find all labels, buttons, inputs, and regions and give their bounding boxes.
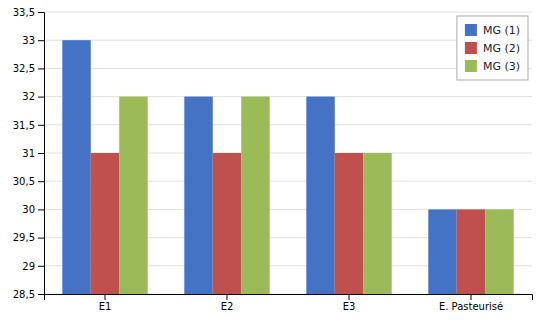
y-tick: 31 (22, 148, 44, 159)
x-tick-label: E1 (99, 301, 112, 312)
legend: MG (1) MG (2) MG (3) (457, 16, 528, 80)
bar (91, 153, 119, 294)
y-tick-mark (38, 238, 44, 239)
y-tick-mark (38, 40, 44, 41)
y-tick: 33 (22, 35, 44, 46)
y-tick-mark (38, 181, 44, 182)
x-tick: E3 (343, 294, 356, 312)
bar (184, 97, 212, 294)
y-tick-mark (38, 209, 44, 210)
y-tick: 28,5 (13, 289, 44, 300)
y-tick-label: 30 (22, 204, 35, 215)
y-tick-label: 32,5 (13, 63, 35, 74)
y-axis: 28,5 29 29,5 30 30,5 31 31,5 32 32,5 33 33,5 (13, 7, 45, 300)
legend-label: MG (1) (483, 24, 520, 37)
x-tick-mark (471, 294, 472, 300)
y-tick-mark (38, 12, 44, 13)
grid (44, 12, 532, 294)
y-tick: 30 (22, 204, 44, 215)
y-tick-mark (38, 125, 44, 126)
y-tick-label: 28,5 (13, 289, 35, 300)
y-tick-label: 29 (22, 261, 35, 272)
y-tick-label: 29,5 (13, 232, 35, 243)
y-tick: 31,5 (13, 120, 44, 131)
x-tick-mark (105, 294, 106, 300)
plot: 28,5 29 29,5 30 30,5 31 31,5 32 32,5 33 33,5 E1 E2 E3… (13, 7, 533, 312)
y-tick: 32 (22, 91, 44, 102)
bar (428, 209, 456, 294)
x-tick-label: E3 (343, 301, 356, 312)
bar (363, 153, 391, 294)
y-tick-label: 33 (22, 35, 35, 46)
legend-swatch (465, 60, 477, 72)
x-tick-mark (227, 294, 228, 300)
y-tick: 29,5 (13, 232, 44, 243)
y-tick: 33,5 (13, 7, 44, 18)
bars (62, 40, 513, 294)
y-tick-label: 32 (22, 91, 35, 102)
grid-line (44, 124, 532, 125)
y-tick-mark (38, 294, 44, 295)
y-tick-label: 31 (22, 148, 35, 159)
y-tick: 29 (22, 261, 44, 272)
x-tick-mark (349, 294, 350, 300)
y-axis-line (38, 13, 45, 295)
legend-item: MG (3) (465, 60, 520, 73)
bar (213, 153, 241, 294)
x-tick: E1 (99, 294, 112, 312)
legend-box (457, 16, 528, 80)
grid-line (44, 96, 532, 97)
bar (457, 209, 485, 294)
bar-series (119, 97, 513, 294)
legend-swatch (465, 42, 477, 54)
bar (241, 97, 269, 294)
y-tick: 30,5 (13, 176, 44, 187)
y-tick-label: 31,5 (13, 120, 35, 131)
y-tick-label: 33,5 (13, 7, 35, 18)
legend-item: MG (1) (465, 24, 520, 37)
bar (485, 209, 513, 294)
legend-swatch (465, 24, 477, 36)
y-tick-mark (38, 153, 44, 154)
y-tick-label: 30,5 (13, 176, 35, 187)
x-axis-line (45, 295, 533, 301)
bar (62, 40, 90, 294)
legend-item: MG (2) (465, 42, 520, 55)
x-tick: E2 (221, 294, 234, 312)
x-tick-label: E. Pasteurisé (439, 301, 503, 312)
x-tick: E. Pasteurisé (439, 294, 503, 312)
bar-series (91, 153, 485, 294)
bar (119, 97, 147, 294)
grid-line (44, 12, 532, 13)
y-tick: 32,5 (13, 63, 44, 74)
legend-label: MG (2) (483, 42, 520, 55)
bar (306, 97, 334, 294)
x-axis: E1 E2 E3 E. Pasteurisé (45, 294, 533, 312)
y-tick-mark (38, 97, 44, 98)
bar (335, 153, 363, 294)
x-tick-label: E2 (221, 301, 234, 312)
legend-label: MG (3) (483, 60, 520, 73)
bar-series (62, 40, 456, 294)
chart: 28,5 29 29,5 30 30,5 31 31,5 32 32,5 33 33,5 E1 E2 E3… (0, 0, 544, 322)
y-tick-mark (38, 68, 44, 69)
y-tick-mark (38, 266, 44, 267)
